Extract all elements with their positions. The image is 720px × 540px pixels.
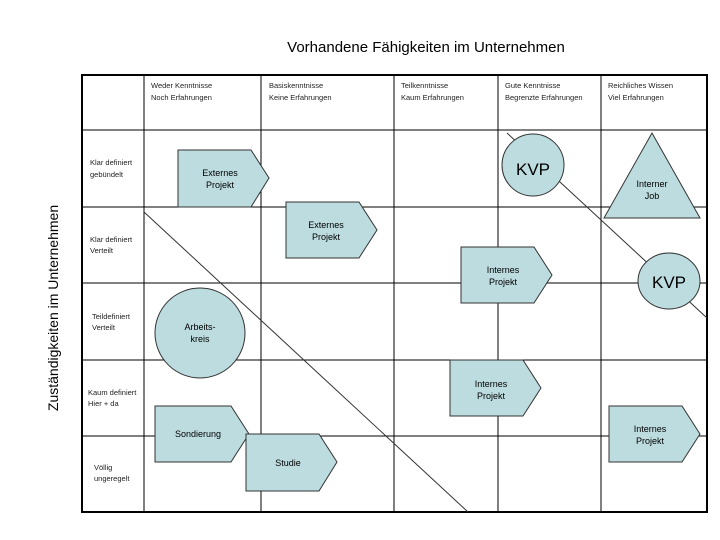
pentagon-arrow-shape bbox=[608, 405, 701, 463]
shape-internes-projekt-2: Internes Projekt bbox=[449, 359, 542, 417]
row-header: Verteilt bbox=[92, 323, 116, 332]
row-headers: Klar definiert gebündelt Klar definiert … bbox=[88, 158, 137, 483]
column-header: Kaum Erfahrungen bbox=[401, 93, 464, 102]
shape-label: KVP bbox=[652, 273, 686, 292]
pentagon-arrow-shape bbox=[285, 201, 378, 259]
shape-label: Sondierung bbox=[175, 429, 221, 439]
shape-label: Projekt bbox=[489, 277, 518, 287]
column-headers: Weder Kenntnisse Noch Erfahrungen Basisk… bbox=[151, 81, 673, 102]
shape-externes-projekt-1: Externes Projekt bbox=[177, 149, 270, 208]
shape-label: Externes bbox=[308, 220, 344, 230]
column-header: Weder Kenntnisse bbox=[151, 81, 212, 90]
row-header: Teildefiniert bbox=[92, 312, 131, 321]
shape-label: KVP bbox=[516, 160, 550, 179]
shape-label: Internes bbox=[475, 379, 508, 389]
shape-interner-job: Interner Job bbox=[603, 131, 701, 219]
pentagon-arrow-shape bbox=[460, 246, 553, 304]
shape-label: Externes bbox=[202, 168, 238, 178]
shape-label: Projekt bbox=[477, 391, 506, 401]
column-header: Keine Erfahrungen bbox=[269, 93, 332, 102]
ellipse-shape bbox=[501, 133, 565, 197]
row-header: Verteilt bbox=[90, 246, 114, 255]
diagonal-line-lower bbox=[143, 211, 469, 513]
shape-label: Studie bbox=[275, 458, 301, 468]
row-header: Klar definiert bbox=[90, 235, 133, 244]
shape-label: Job bbox=[645, 191, 660, 201]
shape-kvp-1: KVP bbox=[501, 133, 565, 197]
shape-label: Internes bbox=[487, 265, 520, 275]
row-header: Klar definiert bbox=[90, 158, 133, 167]
shape-label: Projekt bbox=[636, 436, 665, 446]
row-header: Kaum definiert bbox=[88, 388, 137, 397]
column-header: Basiskenntnisse bbox=[269, 81, 323, 90]
shape-internes-projekt-3: Internes Projekt bbox=[608, 405, 701, 463]
shape-internes-projekt-1: Internes Projekt bbox=[460, 246, 553, 304]
column-header: Viel Erfahrungen bbox=[608, 93, 664, 102]
shape-kvp-2: KVP bbox=[637, 252, 701, 310]
column-header: Noch Erfahrungen bbox=[151, 93, 212, 102]
ellipse-shape bbox=[637, 252, 701, 310]
row-header: Völlig bbox=[94, 463, 112, 472]
shape-label: Arbeits- bbox=[184, 322, 215, 332]
row-header: gebündelt bbox=[90, 170, 124, 179]
pentagon-arrow-shape bbox=[177, 149, 270, 208]
shape-externes-projekt-2: Externes Projekt bbox=[285, 201, 378, 259]
column-header: Reichliches Wissen bbox=[608, 81, 673, 90]
shape-arbeitskreis: Arbeits- kreis bbox=[154, 287, 246, 379]
column-header: Gute Kenntnisse bbox=[505, 81, 560, 90]
row-header: Hier + da bbox=[88, 399, 119, 408]
pentagon-arrow-shape bbox=[245, 433, 338, 492]
shape-label: Internes bbox=[634, 424, 667, 434]
diagram-title: Vorhandene Fähigkeiten im Unternehmen bbox=[287, 39, 565, 56]
shape-studie: Studie bbox=[245, 433, 338, 492]
column-header: Teilkenntnisse bbox=[401, 81, 448, 90]
shape-label: kreis bbox=[190, 334, 210, 344]
grid bbox=[81, 74, 708, 513]
column-header: Begrenzte Erfahrungen bbox=[505, 93, 583, 102]
shape-sondierung: Sondierung bbox=[154, 405, 250, 463]
shape-label: Projekt bbox=[312, 232, 341, 242]
y-axis-label: Zuständigkeiten im Unternehmen bbox=[45, 205, 61, 411]
shape-label: Interner bbox=[636, 179, 667, 189]
pentagon-arrow-shape bbox=[154, 405, 250, 463]
circle-shape bbox=[154, 287, 246, 379]
pentagon-arrow-shape bbox=[449, 359, 542, 417]
shape-label: Projekt bbox=[206, 180, 235, 190]
row-header: ungeregelt bbox=[94, 474, 130, 483]
triangle-shape bbox=[603, 131, 701, 219]
